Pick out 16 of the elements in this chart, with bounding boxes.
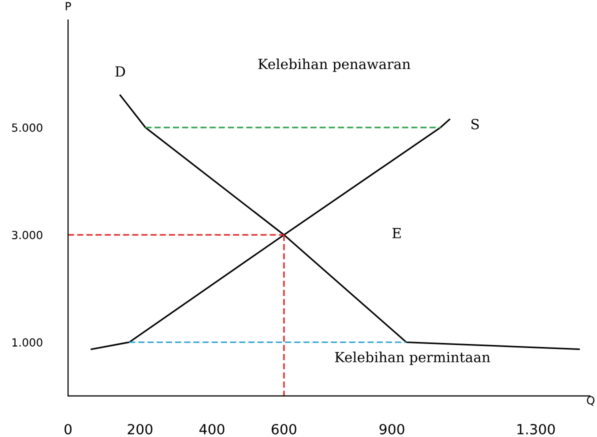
y-tick-label: 5.000 (12, 123, 42, 132)
annotation: Kelebihan permintaan (335, 352, 490, 366)
annotation: D (115, 66, 126, 77)
x-tick-label: 900 (380, 424, 404, 434)
x-tick-label: 1.300 (518, 424, 555, 434)
y-tick-label: 3.000 (12, 230, 42, 240)
x-tick-label: 400 (199, 424, 224, 434)
x-tick-label: 0 (64, 424, 72, 434)
annotation: S (471, 118, 479, 130)
annotation: Kelebihan penawaran (258, 58, 410, 72)
annotation: E (392, 228, 401, 238)
x-tick-label: 200 (128, 424, 152, 434)
x-tick-label: 600 (272, 424, 296, 434)
y-tick-label: 1.000 (12, 338, 42, 347)
x-axis-title: Q (586, 396, 594, 406)
y-axis-title: P (66, 2, 72, 10)
